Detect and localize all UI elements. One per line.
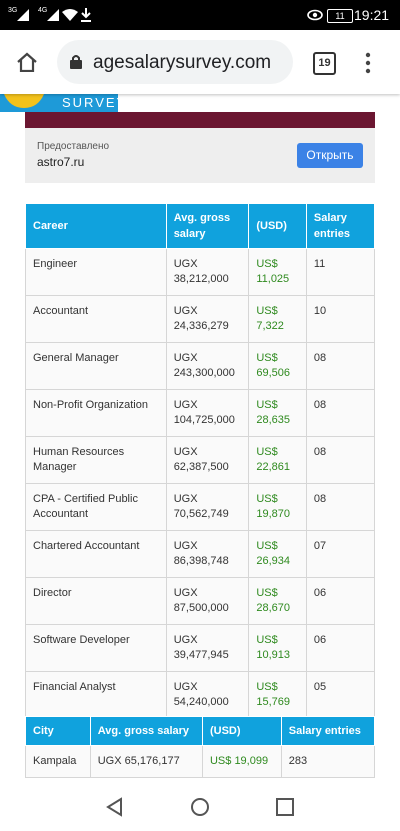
back-button[interactable] (105, 797, 125, 817)
address-bar: agesalarysurvey.com 19 (0, 30, 400, 94)
usd-cell: US$ 7,322 (248, 295, 307, 343)
home-nav-button[interactable] (190, 797, 210, 817)
ad-provider-label: Предоставлено (37, 141, 110, 152)
table-cell: UGX 62,387,500 (165, 436, 250, 484)
table-cell: CPA - Certified Public Accountant (25, 483, 167, 531)
usd-cell: US$ 15,769 (248, 671, 307, 719)
header-row: Career Avg. gross salary (USD) Salary entri… (25, 203, 376, 249)
table-cell: Non-Profit Organization (25, 389, 167, 437)
ad-domain[interactable]: astro7.ru (37, 155, 85, 169)
url-field[interactable]: agesalarysurvey.com (57, 40, 293, 84)
battery: 11 (327, 9, 353, 23)
table-row: CPA - Certified Public Accountant UGX 70,… (25, 483, 376, 531)
table-cell: 08 (305, 342, 376, 390)
table-row: Non-Profit Organization UGX 104,725,000 US… (25, 389, 376, 437)
usd-cell: US$ 69,506 (248, 342, 307, 390)
logo-icon (4, 94, 44, 108)
home-button[interactable] (16, 52, 38, 72)
usd-cell: US$ 22,861 (248, 436, 307, 484)
table-cell: UGX 38,212,000 (165, 248, 250, 296)
column-header: Avg. gross salary (165, 203, 250, 249)
column-header: Avg. gross salary (89, 716, 203, 746)
menu-button[interactable] (364, 52, 372, 74)
table-row: Director UGX 87,500,000 US$ 28,670 06 (25, 577, 376, 625)
table-cell: UGX 104,725,000 (165, 389, 250, 437)
table-cell: Human Resources Manager (25, 436, 167, 484)
table-cell: UGX 65,176,177 (89, 745, 203, 778)
table-cell: Software Developer (25, 624, 167, 672)
usd-cell: US$ 11,025 (248, 248, 307, 296)
table-cell: 08 (305, 389, 376, 437)
url-text: agesalarysurvey.com (93, 52, 272, 73)
table-cell: Kampala (25, 745, 91, 778)
column-header: City (25, 716, 91, 746)
usd-cell: US$ 28,635 (248, 389, 307, 437)
table-cell: 283 (280, 745, 376, 778)
signal-icon (17, 9, 29, 21)
table-row: Chartered Accountant UGX 86,398,748 US$ 26… (25, 530, 376, 578)
logo-text: SURVEY (62, 95, 128, 110)
recents-button[interactable] (275, 797, 295, 817)
table-cell: 08 (305, 483, 376, 531)
signal-icon (47, 9, 59, 21)
city-table: City Avg. gross salary (USD) Salary entries… (25, 716, 376, 778)
table-cell: UGX 86,398,748 (165, 530, 250, 578)
wifi-icon (62, 9, 78, 21)
usd-cell: US$ 19,870 (248, 483, 307, 531)
table-cell: 05 (305, 671, 376, 719)
usd-cell: US$ 28,670 (248, 577, 307, 625)
table-cell: UGX 54,240,000 (165, 671, 250, 719)
table-row: Financial Analyst UGX 54,240,000 US$ 15,76… (25, 671, 376, 719)
table-cell: 10 (305, 295, 376, 343)
table-row: Software Developer UGX 39,477,945 US$ 10,9… (25, 624, 376, 672)
column-header: (USD) (201, 716, 282, 746)
career-table: Career Avg. gross salary (USD) Salary entri… (25, 203, 376, 719)
table-cell: UGX 39,477,945 (165, 624, 250, 672)
table-cell: UGX 87,500,000 (165, 577, 250, 625)
table-cell: 06 (305, 624, 376, 672)
table-row: Engineer UGX 38,212,000 US$ 11,025 11 (25, 248, 376, 296)
table-cell: UGX 24,336,279 (165, 295, 250, 343)
network-label: 4G (38, 7, 48, 14)
table-cell: 07 (305, 530, 376, 578)
lock-icon (70, 55, 82, 69)
table-cell: General Manager (25, 342, 167, 390)
ad-open-button[interactable]: Открыть (297, 143, 363, 168)
table-cell: Director (25, 577, 167, 625)
usd-cell: US$ 10,913 (248, 624, 307, 672)
column-header: (USD) (248, 203, 307, 249)
table-cell: Financial Analyst (25, 671, 167, 719)
site-header: SURVEY (0, 94, 125, 112)
download-icon (81, 8, 91, 22)
table-cell: Accountant (25, 295, 167, 343)
table-row: Human Resources Manager UGX 62,387,500 US$… (25, 436, 376, 484)
nav-bar (0, 783, 400, 831)
table-cell: Engineer (25, 248, 167, 296)
table-cell: 06 (305, 577, 376, 625)
clock: 19:21 (354, 7, 390, 23)
ad-banner (25, 112, 375, 128)
column-header: Career (25, 203, 167, 249)
table-cell: UGX 70,562,749 (165, 483, 250, 531)
table-row: Accountant UGX 24,336,279 US$ 7,322 10 (25, 295, 376, 343)
column-header: Salary entries (305, 203, 376, 249)
column-header: Salary entries (280, 716, 376, 746)
ad-block: Предоставлено astro7.ru Открыть (25, 112, 375, 183)
status-bar: 3G 4G 11 19:21 (0, 0, 400, 30)
tab-count[interactable]: 19 (313, 52, 336, 75)
table-cell: Chartered Accountant (25, 530, 167, 578)
header-row: City Avg. gross salary (USD) Salary entries (25, 716, 376, 746)
table-cell: 08 (305, 436, 376, 484)
table-row: General Manager UGX 243,300,000 US$ 69,506… (25, 342, 376, 390)
table-cell: UGX 243,300,000 (165, 342, 250, 390)
usd-cell: US$ 19,099 (201, 745, 282, 778)
table-cell: 11 (305, 248, 376, 296)
table-row: Kampala UGX 65,176,177 US$ 19,099 283 (25, 745, 376, 778)
network-label: 3G (8, 7, 18, 14)
eye-icon (307, 9, 323, 21)
usd-cell: US$ 26,934 (248, 530, 307, 578)
